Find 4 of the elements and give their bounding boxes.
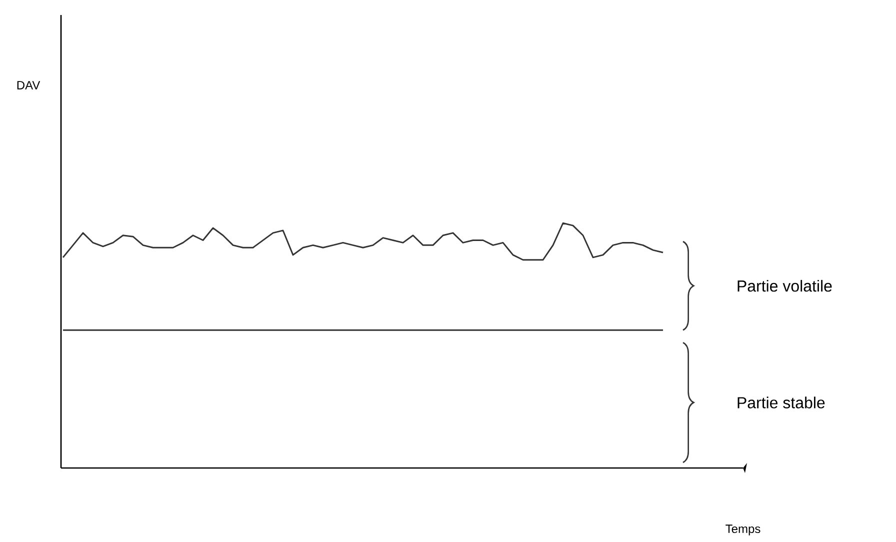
text: Partie stable xyxy=(738,396,825,408)
text: DAV xyxy=(17,81,40,90)
text: Temps xyxy=(726,524,760,536)
text: Partie volatile xyxy=(738,280,832,292)
